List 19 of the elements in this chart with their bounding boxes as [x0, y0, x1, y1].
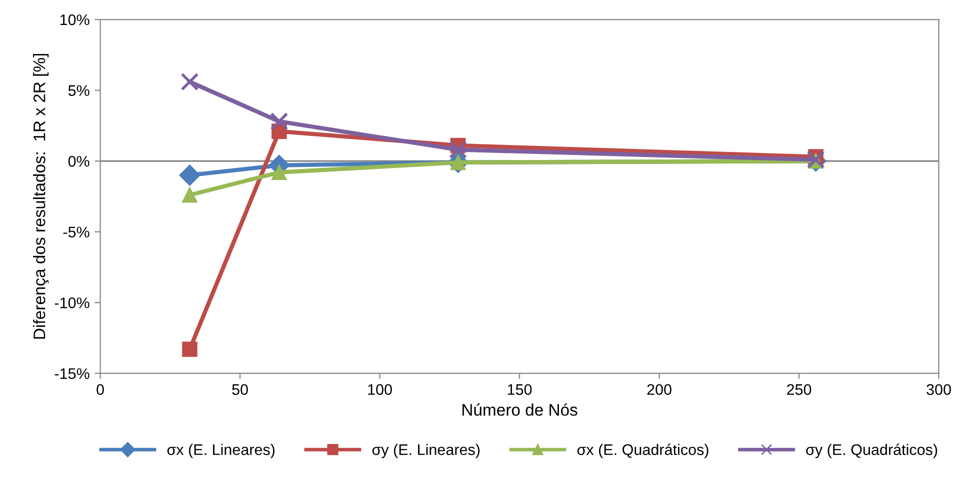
y-tick-label: 10% — [60, 14, 90, 26]
x-axis-title: Número de Nós — [462, 403, 578, 416]
y-axis-title: Diferença dos resultados: 1R x 2R [%] — [33, 54, 49, 339]
x-tick-label: 0 — [96, 384, 104, 395]
x-tick-label: 200 — [647, 384, 672, 395]
x-tick-label: 150 — [508, 384, 532, 395]
legend-label: σx (E. Quadráticos) — [577, 444, 708, 458]
x-tick-label: 100 — [368, 384, 392, 395]
legend-label: σy (E. Quadráticos) — [806, 444, 938, 458]
x-tick-label: 50 — [232, 384, 248, 395]
x-tick-label: 250 — [787, 384, 812, 395]
y-tick-label: -5% — [63, 226, 90, 238]
y-tick-label: 5% — [68, 85, 90, 96]
legend-label: σy (E. Lineares) — [372, 444, 480, 458]
y-tick-label: 0% — [68, 156, 90, 167]
x-tick-label: 300 — [926, 384, 951, 395]
y-tick-label: -15% — [54, 368, 90, 380]
legend-label: σx (E. Lineares) — [167, 444, 275, 458]
y-tick-label: -10% — [54, 297, 90, 308]
